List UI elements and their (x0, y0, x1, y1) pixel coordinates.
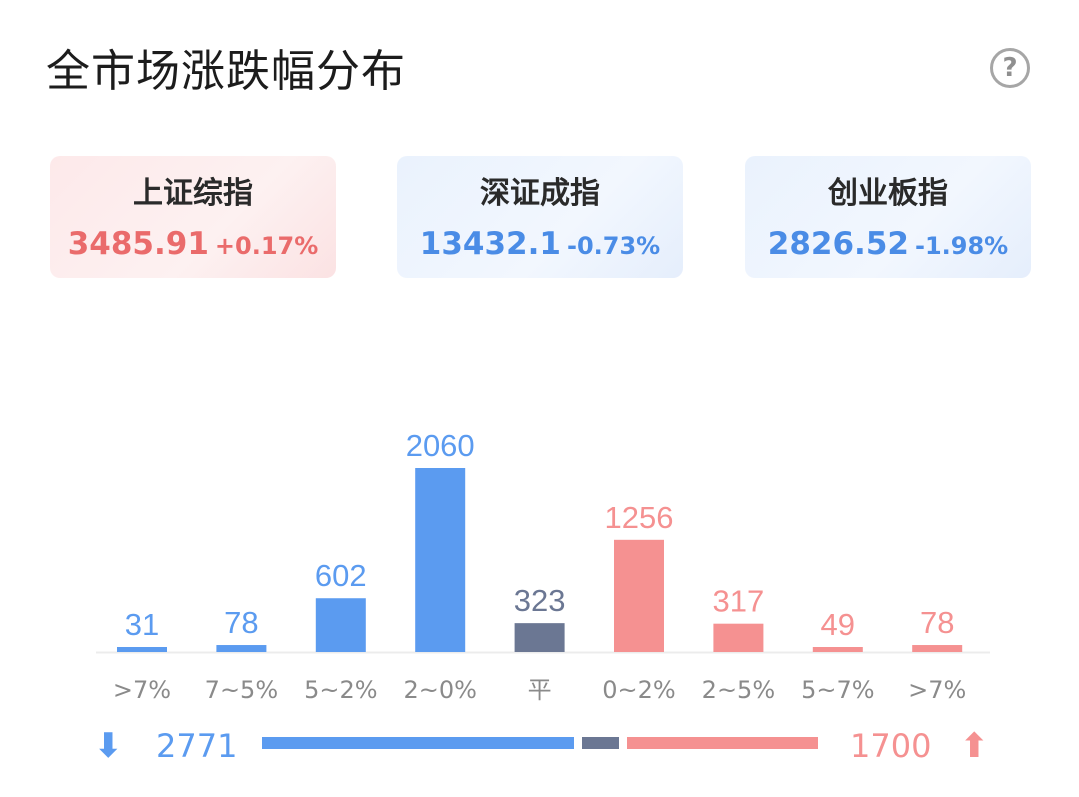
index-name: 深证成指 (480, 176, 600, 211)
bar[interactable] (514, 623, 565, 652)
x-tick-label: 2~5% (702, 676, 775, 704)
bar[interactable] (912, 645, 963, 652)
bar[interactable] (812, 647, 863, 652)
bar-value-label: 323 (514, 583, 566, 618)
index-value: 13432.1 (419, 226, 561, 262)
down-count: 2771 (156, 727, 238, 765)
up-ratio-bar (626, 737, 818, 749)
bar-value-label: 31 (125, 607, 159, 642)
x-tick-label: 平 (528, 676, 552, 704)
bar[interactable] (117, 647, 167, 652)
bar[interactable] (315, 598, 366, 652)
index-name: 创业板指 (828, 176, 948, 211)
x-tick-label: 5~7% (801, 676, 874, 704)
up-arrow-icon: ⬆ (960, 726, 989, 766)
bar[interactable] (614, 539, 664, 652)
x-tick-label: 2~0% (403, 676, 476, 704)
flat-ratio-bar (582, 737, 619, 749)
bar[interactable] (713, 623, 764, 652)
x-tick-label: 0~2% (602, 676, 675, 704)
bar-value-label: 602 (315, 558, 367, 593)
index-change: +0.17% (214, 232, 319, 260)
index-name: 上证综指 (133, 176, 253, 211)
x-tick-label: 7~5% (205, 676, 278, 704)
page-title: 全市场涨跌幅分布 (46, 46, 406, 97)
bar-value-label: 2060 (406, 428, 475, 463)
bar-value-label: 78 (920, 605, 954, 640)
bar-value-label: 49 (821, 607, 855, 642)
index-card-shenzhen[interactable]: 深证成指 13432.1 -0.73% (397, 156, 683, 278)
index-card-shanghai[interactable]: 上证综指 3485.91 +0.17% (50, 156, 336, 278)
bar-value-label: 1256 (605, 500, 674, 535)
x-tick-label: >7% (113, 676, 171, 704)
bar[interactable] (415, 468, 466, 652)
index-card-chinext[interactable]: 创业板指 2826.52 -1.98% (745, 156, 1031, 278)
index-value: 3485.91 (67, 226, 209, 262)
bar-value-label: 317 (713, 584, 765, 619)
bar-value-label: 78 (224, 605, 258, 640)
index-change: -0.73% (566, 232, 661, 260)
help-icon[interactable]: ? (990, 48, 1030, 88)
x-tick-label: >7% (908, 676, 966, 704)
bar[interactable] (216, 645, 267, 652)
down-arrow-icon: ⬇ (94, 726, 123, 766)
index-value: 2826.52 (767, 226, 909, 262)
x-tick-label: 5~2% (304, 676, 377, 704)
down-ratio-bar (262, 737, 575, 749)
index-change: -1.98% (914, 232, 1009, 260)
up-count: 1700 (850, 727, 932, 765)
